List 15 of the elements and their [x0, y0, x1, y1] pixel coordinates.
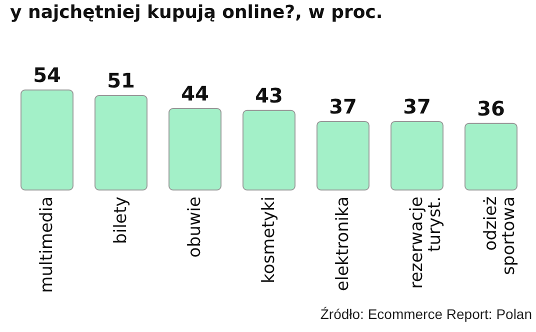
data-label: 51 — [107, 68, 135, 93]
data-label: 54 — [33, 63, 61, 87]
x-tick-label: elektronika — [333, 196, 353, 292]
x-tick-label: kosmetyki — [259, 196, 279, 284]
data-label: 37 — [329, 94, 357, 118]
chart-title: y najchętniej kupują online?, w proc. — [10, 2, 383, 23]
data-label: 43 — [255, 83, 283, 108]
data-label: 36 — [477, 96, 505, 120]
x-tick-label: multimedia — [37, 196, 57, 293]
x-tick-label: obuwie — [185, 196, 205, 258]
x-tick-label: rezerwacje turyst. — [407, 196, 445, 289]
text: Źródło: Ecommerce Report: Polan — [320, 306, 532, 322]
data-label: 37 — [403, 94, 431, 118]
data-label: 44 — [181, 82, 209, 106]
x-tick-label: bilety — [111, 196, 131, 244]
